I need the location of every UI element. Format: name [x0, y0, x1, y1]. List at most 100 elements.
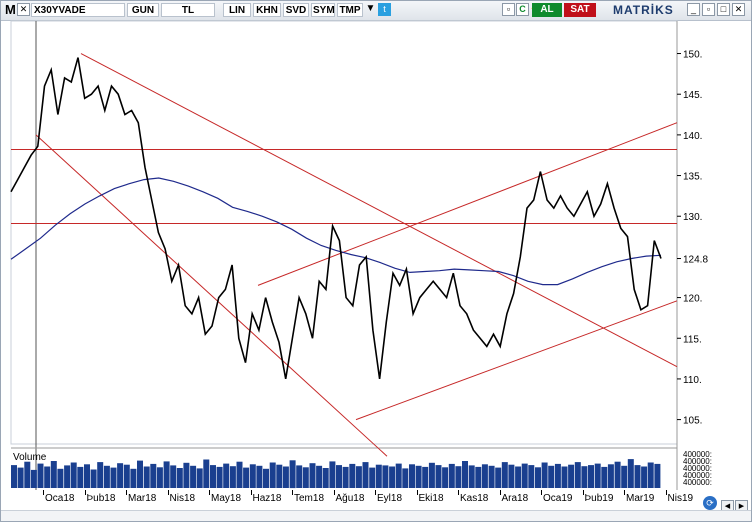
volume-bar	[322, 468, 329, 488]
toggle-icon[interactable]: ▫	[502, 3, 515, 16]
tmp-button[interactable]: TMP	[337, 3, 363, 17]
y-tick-label: 105.	[683, 416, 702, 427]
trendline	[35, 134, 388, 457]
x-tick-label: Eyl18	[377, 493, 403, 504]
x-tick-mark	[582, 490, 584, 495]
y-tick-label: 110.	[683, 375, 702, 386]
volume-bar	[442, 467, 449, 488]
x-tick-mark	[665, 490, 667, 495]
volume-bar	[428, 462, 435, 488]
volume-bar	[103, 465, 110, 488]
volume-bar	[654, 463, 661, 488]
volume-bar	[110, 467, 117, 488]
x-tick-mark	[84, 490, 86, 495]
symbol-field[interactable]: X30YVADE	[31, 3, 125, 17]
volume-bar	[601, 466, 608, 488]
y-tick-label: 135.	[683, 172, 702, 183]
volume-bar	[176, 468, 183, 488]
x-tick-mark	[292, 490, 293, 495]
volume-bar	[574, 462, 581, 488]
volume-bar	[44, 466, 51, 488]
volume-bar	[156, 467, 163, 488]
plot-area	[10, 20, 678, 445]
volume-bar	[57, 468, 64, 488]
x-tick-label: Nis18	[169, 493, 196, 504]
svd-button[interactable]: SVD	[283, 3, 309, 17]
y-tick-label: 124.8	[683, 255, 708, 266]
volume-bar	[223, 463, 230, 488]
sell-button[interactable]: SAT	[564, 3, 596, 17]
menu-button[interactable]: M	[5, 2, 16, 17]
khn-button[interactable]: KHN	[253, 3, 281, 17]
currency-button[interactable]: TL	[161, 3, 215, 17]
volume-bar	[329, 461, 336, 488]
volume-bar	[170, 465, 177, 488]
twitter-icon[interactable]: t	[378, 3, 391, 16]
volume-bar	[269, 462, 276, 488]
volume-bar	[422, 466, 429, 488]
price-line	[10, 57, 662, 380]
volume-bar	[289, 460, 296, 489]
restore-icon[interactable]: ▫	[702, 3, 715, 16]
x-tick-mark	[458, 490, 459, 495]
volume-bar	[614, 461, 621, 488]
sync-icon[interactable]: ⟳	[703, 496, 717, 510]
x-tick-label: May18	[211, 493, 242, 504]
volume-bars	[11, 459, 661, 489]
volume-bar	[501, 462, 508, 488]
x-tick-label: Þub19	[584, 493, 614, 504]
horizontal-scrollbar[interactable]	[1, 510, 751, 521]
dropdown-arrow-icon[interactable]: ▼	[365, 3, 376, 14]
sym-button[interactable]: SYM	[311, 3, 335, 17]
x-tick-label: Þub18	[86, 493, 116, 504]
x-tick-mark	[333, 490, 335, 495]
scale-button[interactable]: LIN	[223, 3, 251, 17]
volume-bar	[282, 466, 289, 488]
x-tick-mark	[541, 490, 542, 495]
volume-bar	[263, 468, 269, 488]
x-tick-label: Mar18	[128, 493, 157, 504]
maximize-icon[interactable]: □	[717, 3, 730, 16]
volume-bar	[130, 468, 137, 488]
volume-bar	[24, 461, 31, 488]
volume-bar	[515, 466, 522, 488]
brand-logo: MATRİKS	[613, 3, 674, 17]
close-icon[interactable]: ✕	[732, 3, 745, 16]
volume-bar	[481, 464, 488, 488]
x-tick-mark	[43, 490, 44, 495]
volume-bar	[97, 462, 104, 488]
volume-bar	[183, 462, 190, 488]
refresh-icon[interactable]: C	[516, 3, 529, 16]
date-axis: Oca18 Þub18 Mar18 Nis18 May18 Haz18 Tem18 Ağu18…	[1, 490, 693, 508]
volume-bar	[64, 465, 71, 488]
volume-bar	[468, 465, 475, 488]
y-tick-label: 145.	[683, 90, 702, 101]
volume-bar	[17, 467, 24, 488]
volume-bar	[382, 465, 389, 488]
volume-bar	[641, 466, 648, 488]
volume-bar	[123, 464, 130, 488]
volume-bar	[561, 466, 568, 488]
volume-bar	[50, 461, 57, 488]
x-tick-label: Oca18	[45, 493, 75, 504]
trendline	[257, 122, 678, 286]
volume-bar	[203, 459, 210, 488]
volume-bar	[256, 465, 263, 488]
volume-bar	[395, 463, 402, 488]
buy-button[interactable]: AL	[532, 3, 562, 17]
volume-bar	[243, 467, 250, 488]
volume-bar	[37, 463, 44, 488]
x-tick-label: Mar19	[626, 493, 655, 504]
minimize-icon[interactable]: _	[687, 3, 700, 16]
volume-bar	[342, 466, 349, 488]
moving-average-series	[10, 177, 662, 286]
x-tick-label: Kas18	[460, 493, 489, 504]
volume-bar	[296, 465, 303, 488]
volume-bar	[163, 461, 170, 488]
close-symbol-icon[interactable]: ✕	[17, 3, 30, 16]
period-button[interactable]: GUN	[127, 3, 159, 17]
y-tick-label: 120.	[683, 294, 702, 305]
moving-average-line	[10, 177, 662, 286]
